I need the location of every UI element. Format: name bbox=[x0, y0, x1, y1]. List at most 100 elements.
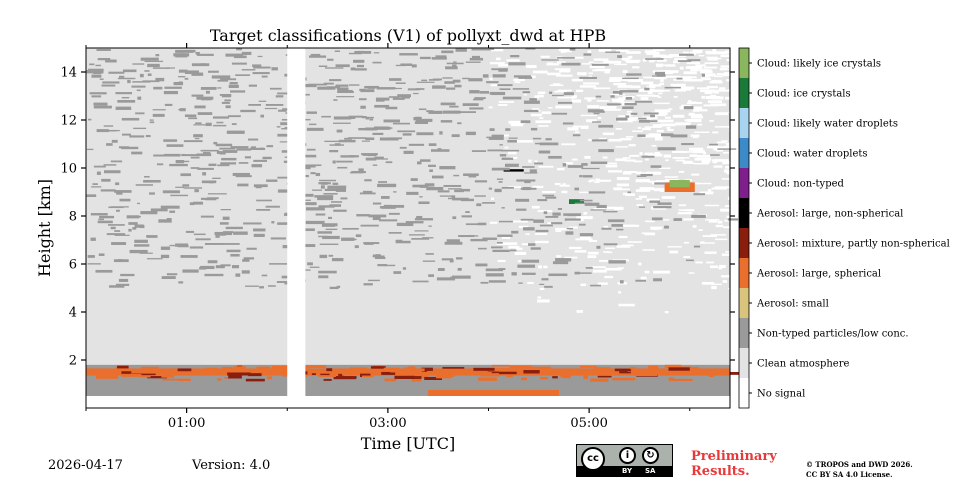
no-signal-fleck bbox=[636, 204, 644, 206]
non-typed-streak bbox=[650, 165, 662, 168]
non-typed-streak bbox=[584, 202, 600, 206]
non-typed-streak bbox=[340, 155, 355, 158]
non-typed-streak bbox=[134, 239, 148, 243]
non-typed-streak bbox=[415, 88, 425, 90]
no-signal-fleck bbox=[489, 77, 493, 81]
no-signal-fleck bbox=[715, 112, 729, 116]
non-typed-streak bbox=[139, 252, 153, 254]
non-typed-streak bbox=[428, 164, 436, 167]
x-tick-label: 03:00 bbox=[369, 416, 406, 431]
non-typed-streak bbox=[314, 195, 334, 198]
no-signal-fleck bbox=[704, 62, 719, 65]
no-signal-fleck bbox=[705, 95, 721, 100]
no-signal-fleck bbox=[636, 94, 645, 97]
non-typed-streak bbox=[221, 243, 240, 245]
non-typed-streak bbox=[117, 77, 136, 80]
no-signal-fleck bbox=[720, 65, 737, 68]
colorbar-swatch-aerosol-mixture-partly-non-spherical bbox=[739, 228, 749, 258]
aerosol-fleck bbox=[583, 375, 588, 379]
no-signal-fleck bbox=[531, 205, 540, 209]
no-signal-fleck bbox=[598, 137, 607, 140]
no-signal-fleck bbox=[652, 49, 665, 52]
non-typed-streak bbox=[566, 227, 573, 230]
colorbar-label: Non-typed particles/low conc. bbox=[757, 329, 909, 340]
aerosol-fleck bbox=[648, 365, 659, 369]
non-typed-streak bbox=[205, 122, 212, 127]
no-signal-fleck bbox=[628, 144, 636, 147]
colorbar-frame bbox=[738, 47, 750, 409]
non-typed-streak bbox=[253, 228, 266, 232]
aerosol-fleck bbox=[619, 371, 631, 374]
non-typed-streak bbox=[654, 182, 666, 185]
no-signal-fleck bbox=[615, 49, 629, 53]
non-typed-streak bbox=[603, 243, 618, 246]
no-signal-fleck bbox=[670, 83, 686, 87]
aerosol-fleck bbox=[580, 365, 597, 368]
no-signal-fleck bbox=[637, 126, 642, 129]
non-typed-streak bbox=[522, 166, 535, 168]
no-signal-fleck bbox=[652, 95, 659, 97]
no-signal-fleck bbox=[508, 120, 526, 124]
non-typed-streak bbox=[502, 96, 522, 100]
non-typed-streak bbox=[135, 112, 145, 115]
non-typed-streak bbox=[591, 139, 608, 142]
non-typed-streak bbox=[545, 138, 552, 141]
non-typed-streak bbox=[256, 208, 271, 211]
no-signal-fleck bbox=[654, 152, 660, 155]
non-typed-streak bbox=[207, 260, 218, 264]
aerosol-fleck bbox=[318, 375, 337, 377]
non-typed-streak bbox=[460, 188, 471, 192]
non-typed-streak bbox=[596, 204, 607, 209]
non-typed-streak bbox=[240, 109, 256, 113]
no-signal-fleck bbox=[489, 221, 498, 224]
region-aerosol-large-spherical bbox=[428, 390, 559, 396]
no-signal-fleck bbox=[575, 238, 593, 241]
non-typed-streak bbox=[279, 141, 291, 143]
non-typed-streak bbox=[435, 55, 447, 59]
no-signal-fleck bbox=[579, 236, 591, 239]
no-signal-fleck bbox=[643, 94, 656, 97]
no-signal-fleck bbox=[711, 187, 727, 190]
non-typed-streak bbox=[253, 159, 268, 162]
no-signal-fleck bbox=[646, 171, 662, 175]
no-signal-fleck bbox=[691, 101, 697, 104]
non-typed-streak bbox=[317, 86, 336, 90]
no-signal-fleck bbox=[639, 187, 655, 191]
non-typed-streak bbox=[473, 98, 484, 101]
no-signal-fleck bbox=[502, 242, 518, 245]
non-typed-streak bbox=[508, 137, 518, 139]
non-typed-streak bbox=[153, 86, 163, 90]
no-signal-fleck bbox=[655, 89, 671, 92]
no-signal-fleck bbox=[710, 234, 726, 236]
no-signal-fleck bbox=[658, 92, 663, 95]
non-typed-streak bbox=[475, 263, 488, 267]
no-signal-fleck bbox=[719, 264, 726, 269]
non-typed-streak bbox=[463, 173, 479, 176]
non-typed-streak bbox=[388, 212, 400, 215]
non-typed-streak bbox=[300, 244, 316, 248]
non-typed-streak bbox=[432, 78, 442, 81]
no-signal-fleck bbox=[671, 150, 688, 153]
non-typed-streak bbox=[416, 215, 423, 219]
non-typed-streak bbox=[332, 160, 336, 164]
non-typed-streak bbox=[333, 122, 351, 124]
non-typed-streak bbox=[556, 57, 575, 59]
non-typed-streak bbox=[579, 175, 583, 178]
no-signal-fleck bbox=[635, 189, 651, 192]
non-typed-streak bbox=[329, 286, 339, 290]
non-typed-streak bbox=[472, 55, 481, 59]
non-typed-streak bbox=[147, 73, 152, 76]
non-typed-streak bbox=[422, 260, 436, 262]
aerosol-fleck bbox=[487, 371, 499, 374]
no-signal-fleck bbox=[635, 197, 643, 200]
non-typed-streak bbox=[488, 48, 495, 50]
aerosol-fleck bbox=[266, 376, 273, 380]
non-typed-streak bbox=[135, 184, 154, 186]
no-signal-fleck bbox=[620, 138, 632, 141]
non-typed-streak bbox=[451, 195, 456, 199]
no-signal-fleck bbox=[560, 50, 566, 53]
colorbar-swatch-cloud-likely-water-droplets bbox=[739, 108, 749, 138]
non-typed-streak bbox=[385, 161, 393, 164]
no-signal-fleck bbox=[536, 110, 541, 112]
no-signal-fleck bbox=[709, 81, 723, 84]
